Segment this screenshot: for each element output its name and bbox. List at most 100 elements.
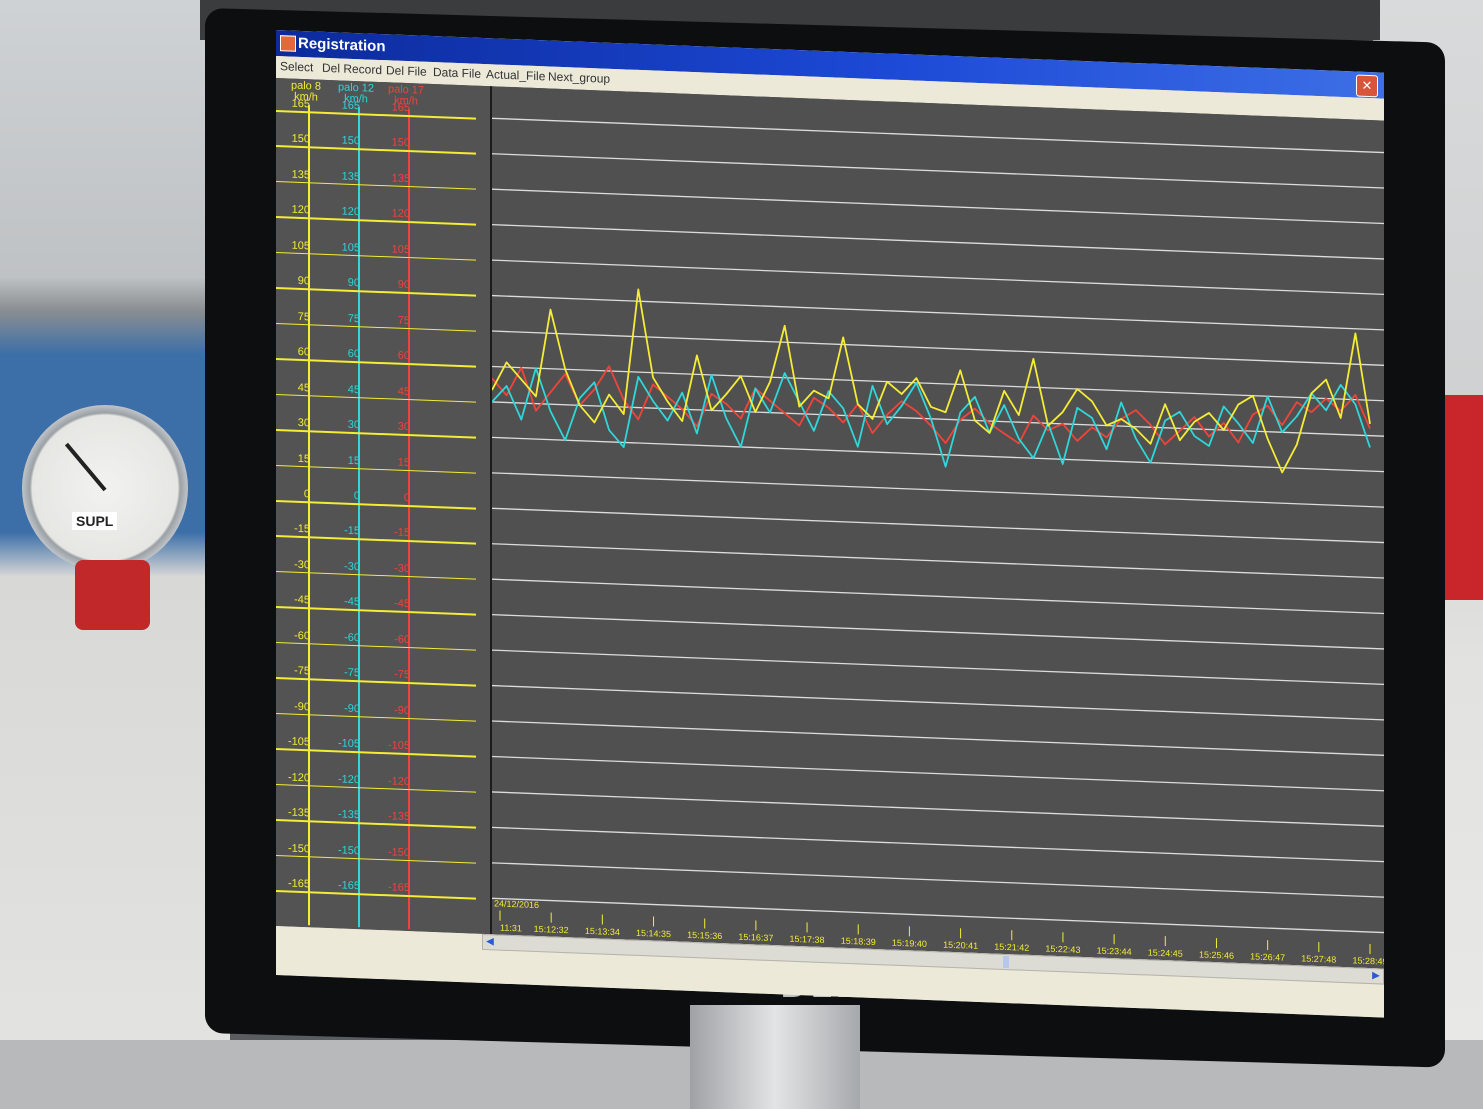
y-axis-line-palo-12 <box>358 107 360 928</box>
y-tick-label: -120 <box>287 771 310 784</box>
window-title: Registration <box>298 34 386 56</box>
grid-line <box>492 614 1384 650</box>
y-tick-label: 75 <box>397 314 410 327</box>
scroll-right-icon[interactable]: ▶ <box>1372 970 1380 982</box>
grid-line <box>492 330 1384 366</box>
grid-line <box>492 897 1384 934</box>
y-tick-label: 75 <box>347 312 360 325</box>
grid-line <box>492 755 1384 792</box>
menu-data-file[interactable]: Data File <box>433 65 482 81</box>
y-tick-label: 135 <box>291 168 310 182</box>
y-tick-label: 90 <box>297 275 310 288</box>
grid-line <box>492 720 1384 756</box>
y-tick-label: -75 <box>294 664 310 678</box>
y-tick-label: -165 <box>387 881 410 895</box>
y-tick-label: 60 <box>397 349 410 363</box>
x-tick-label: 15:13:34 <box>585 926 620 937</box>
grid-line <box>492 862 1384 898</box>
y-tick-label: 30 <box>297 416 310 430</box>
y-tick-label: 60 <box>347 347 360 361</box>
pressure-gauge <box>22 405 188 571</box>
y-tick-label: 0 <box>353 489 360 503</box>
y-tick-label: -45 <box>344 595 360 609</box>
app-window: Registration ✕ Select Del Record Del Fil… <box>276 30 1384 1018</box>
y-tick-label: 75 <box>297 310 310 324</box>
grid-line <box>492 472 1384 508</box>
x-tick-label: 15:16:37 <box>738 932 773 943</box>
y-tick-label: -165 <box>287 877 310 891</box>
x-tick-label: 15:26:47 <box>1250 951 1285 962</box>
y-tick-label: -75 <box>394 668 410 682</box>
x-tick-label: 15:25:46 <box>1199 949 1234 960</box>
x-tick-label: 15:18:39 <box>841 936 876 947</box>
grid-line <box>492 401 1384 437</box>
y-tick-label: 45 <box>297 381 310 394</box>
y-axis-line-palo-17 <box>408 109 410 930</box>
y-tick-label: 90 <box>347 277 360 290</box>
close-button[interactable]: ✕ <box>1356 74 1378 98</box>
y-tick-label: -30 <box>394 562 410 576</box>
grid-line <box>492 436 1384 473</box>
y-tick-label: -150 <box>387 845 410 859</box>
menu-next-group[interactable]: Next_group <box>548 69 611 86</box>
x-tick-label: 15:20:41 <box>943 940 978 951</box>
scroll-thumb[interactable] <box>1003 955 1009 969</box>
y-tick-label: -75 <box>344 666 360 680</box>
y-tick-label: 135 <box>391 172 410 186</box>
plot-area: palo 8 km/h palo 12 km/h palo 17 km/h 16… <box>276 78 1384 969</box>
y-tick-label: -120 <box>387 774 410 788</box>
y-tick-label: -60 <box>294 629 310 643</box>
y-tick-label: -15 <box>394 526 410 540</box>
grid-line <box>492 259 1384 296</box>
y-tick-label: 45 <box>347 383 360 396</box>
y-tick-label: -45 <box>394 597 410 611</box>
y-tick-label: 120 <box>391 207 410 221</box>
y-tick-label: 120 <box>341 205 360 219</box>
grid-line <box>492 578 1384 615</box>
y-tick-label: 30 <box>397 420 410 434</box>
y-tick-label: -15 <box>294 523 310 536</box>
menu-del-file[interactable]: Del File <box>386 63 427 79</box>
y-tick-label: 60 <box>297 346 310 359</box>
y-tick-label: 15 <box>297 452 310 465</box>
y-tick-label: -15 <box>344 525 360 538</box>
x-tick-label: 15:27:48 <box>1301 953 1336 964</box>
y-tick-label: -30 <box>344 560 360 574</box>
y-tick-label: 105 <box>391 243 410 256</box>
y-tick-label: 165 <box>341 99 360 113</box>
x-tick-label: 15:22:43 <box>1045 944 1080 955</box>
date-label: 24/12/2016 <box>494 898 539 910</box>
y-tick-label: -105 <box>287 735 310 749</box>
menu-actual-file[interactable]: Actual_File <box>486 67 546 84</box>
y-tick-label: 150 <box>341 134 360 148</box>
chart-plot: 24/12/2016 11:31 15:12:32 15:13:34 15:14:35 1… <box>491 86 1384 969</box>
y-tick-label: 120 <box>291 203 310 217</box>
y-tick-label: -135 <box>337 808 360 822</box>
grid-line <box>492 365 1384 402</box>
monitor-stand <box>690 1005 860 1109</box>
y-tick-label: 105 <box>341 241 360 255</box>
menu-select[interactable]: Select <box>280 59 314 75</box>
grid-line <box>492 294 1384 331</box>
x-tick-label: 15:19:40 <box>892 938 927 949</box>
y-tick-label: -150 <box>337 843 360 857</box>
x-tick-label: 15:12:32 <box>534 924 569 935</box>
grid-line <box>492 117 1384 154</box>
y-tick-label: -90 <box>294 700 310 714</box>
y-tick-label: -105 <box>387 739 410 753</box>
y-tick-label: -90 <box>394 704 410 717</box>
menu-del-record[interactable]: Del Record <box>322 60 383 78</box>
grid-line <box>492 543 1384 579</box>
x-tick-label: 15:28:49 <box>1352 955 1384 966</box>
grid-line <box>492 188 1384 225</box>
y-tick-label: -45 <box>294 594 310 607</box>
grid-line <box>492 153 1384 189</box>
series-line-palo-17 <box>491 365 1371 446</box>
y-tick-label: 15 <box>347 454 360 467</box>
grid-line <box>492 649 1384 686</box>
y-tick-label: -135 <box>387 810 410 824</box>
y-tick-label: -165 <box>337 879 360 893</box>
y-tick-label: 150 <box>391 136 410 150</box>
x-tick-label: 15:15:36 <box>687 930 722 941</box>
scroll-left-icon[interactable]: ◀ <box>486 936 494 948</box>
